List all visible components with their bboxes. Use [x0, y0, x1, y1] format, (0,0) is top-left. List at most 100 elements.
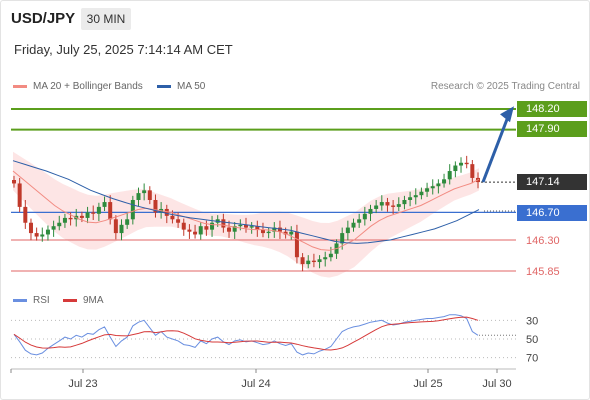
- 9ma-swatch-icon: [63, 299, 77, 302]
- candle-body: [340, 233, 345, 244]
- legend-rsi: RSI: [13, 295, 50, 306]
- candle-body: [17, 183, 22, 207]
- x-tick-label: Jul 24: [241, 378, 270, 390]
- candle-body: [323, 257, 328, 260]
- candle-body: [142, 190, 147, 194]
- level-tag-r1: 147.90: [517, 121, 587, 137]
- candle-body: [453, 165, 458, 172]
- x-tick-label: Jul 23: [68, 378, 97, 390]
- forecast-arrow: [481, 118, 509, 183]
- ma20-line: [12, 170, 480, 251]
- legend-9ma: 9MA: [63, 295, 104, 306]
- candle-body: [221, 219, 226, 228]
- candle-body: [272, 227, 277, 232]
- candle-body: [34, 233, 39, 237]
- level-tag-r2: 148.20: [517, 101, 587, 117]
- candle-body: [108, 202, 113, 220]
- candle-body: [193, 231, 198, 235]
- candle-body: [119, 224, 124, 234]
- candle-body: [249, 226, 254, 228]
- candle-body: [210, 222, 215, 230]
- candle-body: [402, 199, 407, 205]
- candle-body: [374, 205, 379, 209]
- legend-rsi-label: RSI: [33, 295, 50, 306]
- candle-body: [153, 199, 158, 213]
- candle-body: [187, 229, 192, 232]
- candle-body: [266, 231, 271, 234]
- candle-body: [408, 197, 413, 200]
- candle-body: [442, 179, 447, 184]
- chart-datetime: Friday, July 25, 2025 7:14:14 AM CET: [14, 42, 233, 57]
- candle-body: [470, 164, 475, 178]
- rsi-tick-label: 50: [526, 334, 538, 346]
- level-label-s1: 146.30: [526, 235, 560, 247]
- candle-body: [204, 226, 209, 230]
- candle-body: [391, 205, 396, 207]
- candle-body: [436, 183, 441, 187]
- candle-body: [85, 212, 90, 218]
- candle-body: [164, 208, 169, 216]
- candle-body: [181, 222, 186, 230]
- candle-body: [459, 162, 464, 166]
- candle-body: [79, 215, 84, 218]
- rsi-9ma-line: [13, 316, 479, 351]
- candle-body: [51, 226, 56, 230]
- candle-body: [306, 260, 311, 265]
- candle-body: [232, 226, 237, 232]
- candle-body: [12, 180, 16, 184]
- bollinger-band-area: [13, 151, 479, 278]
- ma50-swatch-icon: [157, 85, 171, 88]
- candle-body: [277, 227, 282, 232]
- candle-body: [227, 227, 232, 232]
- candle-body: [238, 224, 243, 227]
- candle-body: [379, 202, 384, 206]
- legend-ma50: MA 50: [157, 81, 205, 92]
- candle-body: [96, 206, 101, 214]
- candle-body: [351, 222, 356, 228]
- ma50-line: [12, 160, 480, 244]
- rsi-swatch-icon: [13, 299, 27, 302]
- legend-ma20-label: MA 20 + Bollinger Bands: [33, 81, 143, 92]
- candle-body: [419, 191, 424, 196]
- candle-body: [425, 188, 430, 192]
- symbol-title: USD/JPY: [11, 10, 76, 27]
- candle-body: [430, 186, 435, 189]
- candle-body: [260, 229, 265, 234]
- candle-body: [289, 231, 294, 235]
- level-tag-last: 147.14: [517, 174, 587, 190]
- candle-body: [40, 234, 45, 237]
- x-tick-label: Jul 30: [482, 378, 511, 390]
- candle-body: [244, 224, 248, 228]
- timeframe-button[interactable]: 30 MIN: [81, 8, 131, 30]
- candle-body: [113, 219, 118, 234]
- rsi-tick-label: 70: [526, 353, 538, 365]
- candle-body: [45, 229, 50, 235]
- copyright: Research © 2025 Trading Central: [430, 81, 580, 92]
- legend-ma20: MA 20 + Bollinger Bands: [13, 81, 143, 92]
- candle-body: [170, 215, 175, 220]
- candle-body: [357, 219, 362, 223]
- level-label-s2: 145.85: [526, 266, 560, 278]
- candle-body: [23, 206, 28, 223]
- candle-body: [57, 222, 62, 227]
- candle-body: [385, 202, 390, 206]
- legend-ma50-label: MA 50: [177, 81, 206, 92]
- candle-body: [198, 226, 203, 235]
- candle-body: [130, 199, 135, 220]
- candle-body: [28, 222, 33, 234]
- candle-body: [368, 208, 373, 214]
- candle-body: [362, 213, 367, 220]
- ma20-swatch-icon: [13, 85, 27, 88]
- candle-body: [62, 217, 67, 223]
- level-tag-pivot: 146.70: [517, 205, 587, 221]
- candle-body: [345, 227, 350, 234]
- candle-body: [413, 195, 418, 198]
- candle-body: [294, 231, 299, 258]
- candle-body: [102, 202, 107, 207]
- candle-body: [91, 212, 96, 214]
- candle-body: [328, 253, 333, 258]
- forecast-arrowhead-icon: [500, 106, 514, 123]
- candle-body: [283, 231, 288, 235]
